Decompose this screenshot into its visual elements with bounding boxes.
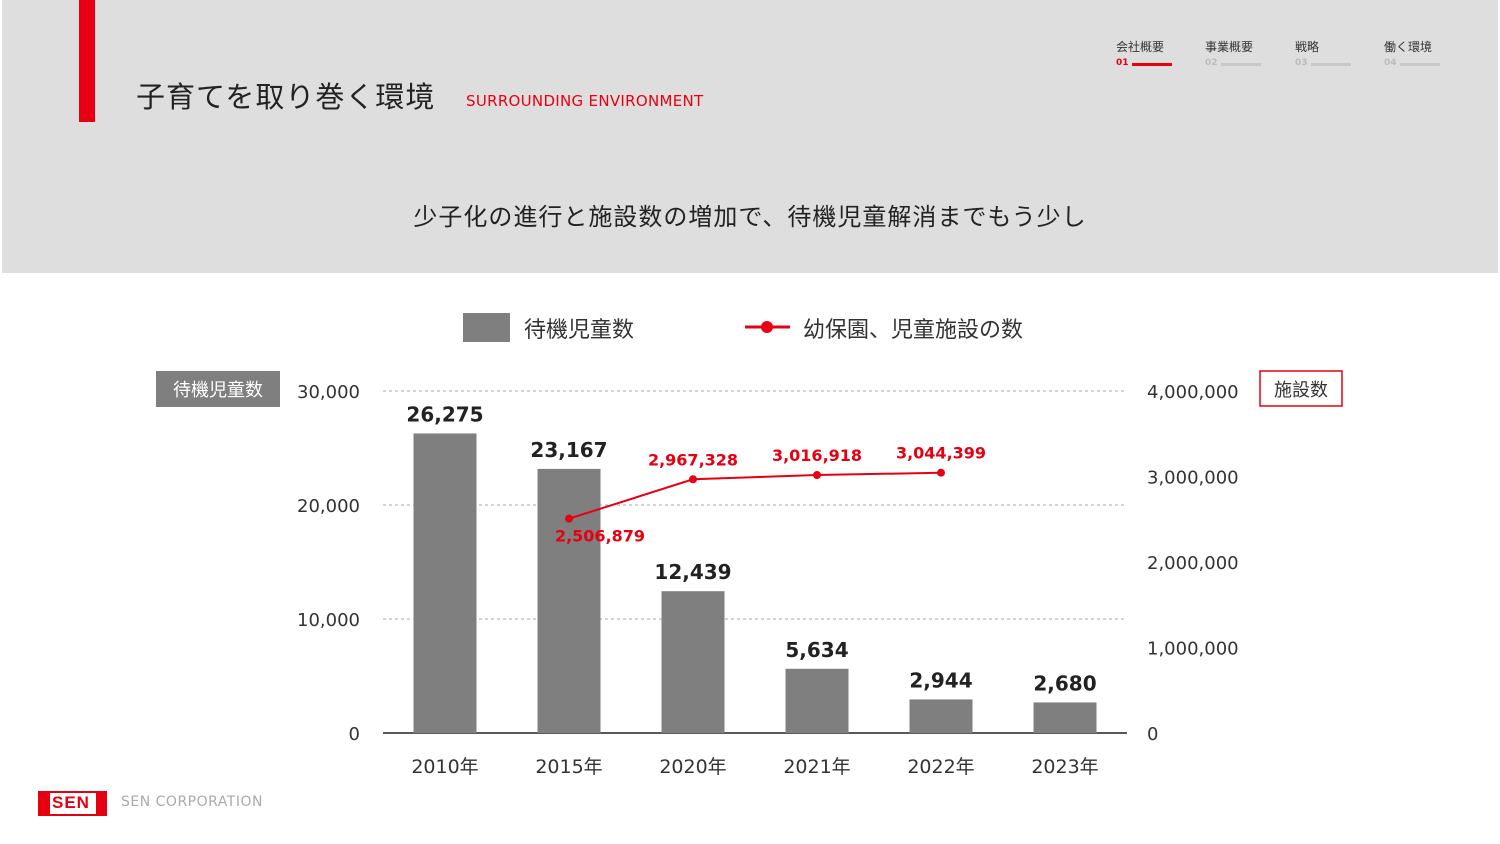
left-tick-label: 30,000 xyxy=(297,382,360,403)
line-point xyxy=(813,471,821,480)
nav-item-label: 会社概要 xyxy=(1116,40,1165,54)
line-value-label: 3,016,918 xyxy=(772,446,862,465)
header-band xyxy=(2,0,1498,273)
x-tick-label: 2021年 xyxy=(783,756,850,778)
left-tick-label: 0 xyxy=(349,724,360,745)
bar xyxy=(661,591,725,733)
right-axis-title-box xyxy=(1259,370,1343,407)
legend-line-label: 幼保園、児童施設の数 xyxy=(803,318,1023,343)
series-line xyxy=(568,471,942,520)
line-value-label: 2,967,328 xyxy=(648,450,738,469)
right-tick-label: 1,000,000 xyxy=(1147,639,1239,660)
bar xyxy=(413,433,477,733)
line-point xyxy=(689,475,697,484)
legend-bar-label: 待機児童数 xyxy=(524,318,634,343)
accent-bar xyxy=(79,0,95,122)
right-tick-label: 3,000,000 xyxy=(1147,468,1239,489)
bar-value-label: 23,167 xyxy=(530,438,607,462)
right-tick-label: 0 xyxy=(1147,724,1158,745)
nav-item-indicator xyxy=(1311,63,1351,66)
line-value-label: 3,044,399 xyxy=(896,444,986,463)
bar xyxy=(1033,702,1097,733)
x-tick-label: 2023年 xyxy=(1031,756,1098,778)
bar-value-label: 12,439 xyxy=(654,560,731,584)
bar xyxy=(785,668,849,733)
nav-item-number: 02 xyxy=(1205,58,1218,68)
nav-item-label: 戦略 xyxy=(1295,40,1320,54)
nav-item-work-environment[interactable]: 働く環境 04 xyxy=(1384,38,1440,72)
right-tick-label: 4,000,000 xyxy=(1147,382,1239,403)
x-tick-label: 2015年 xyxy=(535,756,602,778)
left-tick-label: 10,000 xyxy=(297,610,360,631)
nav-item-number: 03 xyxy=(1295,58,1308,68)
subtitle: 少子化の進行と施設数の増加で、待機児童解消までもう少し xyxy=(413,203,1087,231)
nav-item-indicator xyxy=(1400,63,1440,66)
left-axis-title-box xyxy=(156,371,280,407)
nav-item-strategy[interactable]: 戦略 03 xyxy=(1295,38,1351,72)
x-tick-label: 2010年 xyxy=(411,756,478,778)
line-value-label: 2,506,879 xyxy=(555,527,645,546)
left-tick-label: 20,000 xyxy=(297,496,360,517)
nav-item-indicator xyxy=(1132,63,1172,66)
page-title: 子育てを取り巻く環境 xyxy=(136,80,436,114)
nav-item-label: 働く環境 xyxy=(1384,40,1433,54)
page-title-en: SURROUNDING ENVIRONMENT xyxy=(466,92,704,110)
right-tick-label: 2,000,000 xyxy=(1147,553,1239,574)
right-axis-title: 施設数 xyxy=(1274,380,1328,401)
bar xyxy=(537,468,601,733)
left-axis-title: 待機児童数 xyxy=(173,380,263,401)
nav-item-indicator xyxy=(1221,63,1261,66)
nav-item-number: 04 xyxy=(1384,58,1397,68)
bar xyxy=(909,699,973,733)
bar-value-label: 2,680 xyxy=(1033,671,1096,695)
line-point xyxy=(565,514,573,523)
bar-value-label: 5,634 xyxy=(785,638,848,662)
line-point xyxy=(937,468,945,477)
company-name: SEN CORPORATION xyxy=(121,794,263,810)
nav-item-business[interactable]: 事業概要 02 xyxy=(1205,38,1261,72)
bar-value-label: 2,944 xyxy=(909,668,972,692)
nav-item-number: 01 xyxy=(1116,58,1129,68)
x-tick-label: 2022年 xyxy=(907,756,974,778)
bar-value-label: 26,275 xyxy=(406,402,483,426)
x-tick-label: 2020年 xyxy=(659,756,726,778)
nav-item-label: 事業概要 xyxy=(1205,40,1254,54)
company-logo: SEN xyxy=(38,791,107,816)
legend-bar-swatch xyxy=(463,313,510,342)
nav-item-company[interactable]: 会社概要 01 xyxy=(1116,38,1172,72)
legend-line-marker xyxy=(761,321,773,333)
